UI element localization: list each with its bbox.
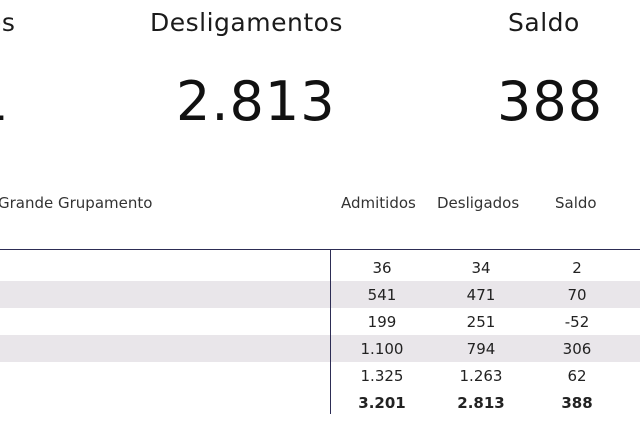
kpi-saldo-label: Saldo [508,8,580,37]
cell-saldo: -52 [564,313,590,331]
kpi-admissoes-label: es [0,8,16,37]
cell-desligados: 34 [471,259,491,277]
table-row[interactable]: 199 251 -52 [0,308,640,335]
kpi-saldo-value: 388 [497,70,604,133]
total-admitidos: 3.201 [358,394,406,412]
cell-desligados: 1.263 [459,367,503,385]
table-row[interactable]: 1.325 1.263 62 [0,362,640,389]
table-row[interactable]: 36 34 2 [0,254,640,281]
cell-saldo: 70 [567,286,587,304]
table-total-row: 3.201 2.813 388 [0,389,640,416]
cell-saldo: 306 [562,340,592,358]
cell-admitidos: 1.100 [360,340,404,358]
column-header-grande-grupamento[interactable]: Grande Grupamento [0,194,153,212]
table-row[interactable]: 1.100 794 306 [0,335,640,362]
kpi-desligamentos-label: Desligamentos [150,8,343,37]
cell-admitidos: 36 [372,259,392,277]
header-divider [0,249,640,250]
kpi-admissoes-value: 1 [0,70,9,133]
column-header-saldo[interactable]: Saldo [555,194,597,212]
cell-desligados: 251 [466,313,496,331]
column-header-desligados[interactable]: Desligados [437,194,520,212]
column-divider [330,250,331,414]
cell-admitidos: 541 [367,286,397,304]
kpi-desligamentos-value: 2.813 [176,70,336,133]
cell-admitidos: 199 [367,313,397,331]
column-header-admitidos[interactable]: Admitidos [341,194,416,212]
cell-desligados: 794 [466,340,496,358]
cell-saldo: 2 [572,259,582,277]
cell-admitidos: 1.325 [360,367,404,385]
total-desligados: 2.813 [457,394,505,412]
total-saldo: 388 [561,394,593,412]
cell-desligados: 471 [466,286,496,304]
table-row[interactable]: 541 471 70 [0,281,640,308]
cell-saldo: 62 [567,367,587,385]
